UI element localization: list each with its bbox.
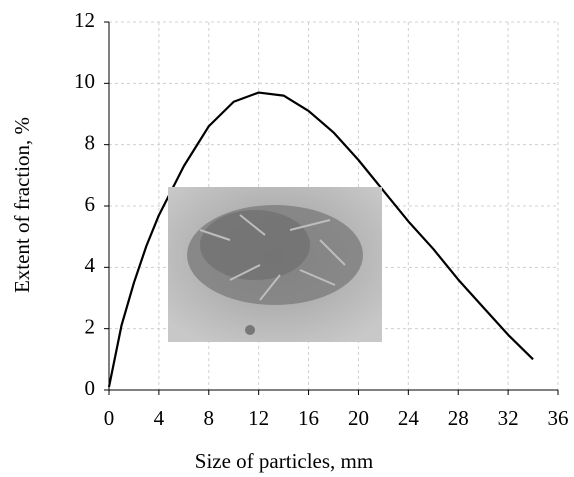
- x-tick-label: 24: [398, 406, 420, 430]
- x-tick-label: 12: [248, 406, 269, 430]
- x-tick-label: 36: [548, 406, 569, 430]
- y-tick-label: 0: [85, 376, 96, 400]
- x-tick-label: 0: [104, 406, 115, 430]
- x-tick-label: 8: [204, 406, 215, 430]
- y-axis-label: Extent of fraction, %: [10, 117, 34, 293]
- x-tick-label: 16: [298, 406, 319, 430]
- y-tick-label: 6: [85, 192, 96, 216]
- y-tick-label: 2: [85, 314, 96, 338]
- y-tick-label: 10: [74, 69, 95, 93]
- x-tick-label: 32: [498, 406, 519, 430]
- y-tick-label: 4: [85, 253, 96, 277]
- y-tick-label: 12: [74, 8, 95, 32]
- x-axis-label: Size of particles, mm: [195, 449, 373, 473]
- y-tick-label: 8: [85, 130, 96, 154]
- x-tick-label: 28: [448, 406, 469, 430]
- inset-photo: [168, 187, 382, 342]
- x-tick-label: 4: [154, 406, 165, 430]
- x-tick-label: 20: [348, 406, 369, 430]
- data-line: [107, 91, 534, 388]
